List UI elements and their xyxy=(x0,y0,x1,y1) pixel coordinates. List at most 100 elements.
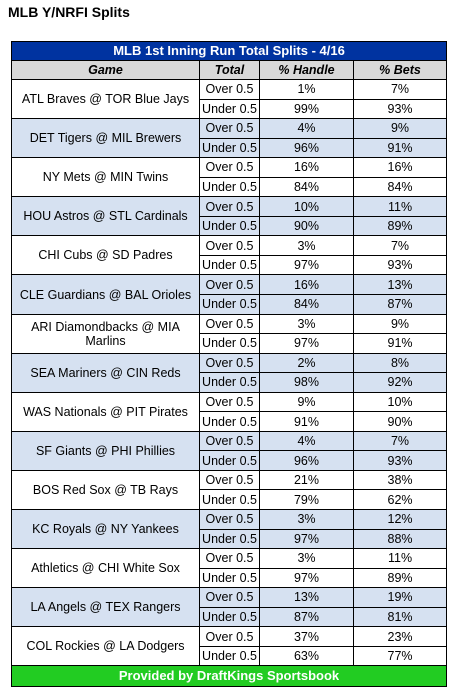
over-handle-cell: 3% xyxy=(259,509,354,530)
table-row: WAS Nationals @ PIT Pirates Over 0.5 9% 10% xyxy=(11,391,448,432)
game-cell: BOS Red Sox @ TB Rays xyxy=(11,469,200,511)
splits-table: MLB 1st Inning Run Total Splits - 4/16 G… xyxy=(10,41,448,688)
game-cell: ATL Braves @ TOR Blue Jays xyxy=(11,78,200,120)
under-total-cell: Under 0.5 xyxy=(199,606,260,628)
table-row: COL Rockies @ LA Dodgers Over 0.5 37% 23% xyxy=(11,626,448,667)
under-handle-cell: 97% xyxy=(259,333,354,354)
over-total-cell: Over 0.5 xyxy=(199,313,260,335)
table-row: Under 0.5 87% 81% xyxy=(12,606,448,628)
under-total-cell: Under 0.5 xyxy=(199,645,260,667)
over-bets-cell: 19% xyxy=(352,587,448,608)
table-title: MLB 1st Inning Run Total Splits - 4/16 xyxy=(10,41,448,61)
table-row: DET Tigers @ MIL Brewers Over 0.5 4% 9% xyxy=(11,118,448,159)
over-bets-cell: 7% xyxy=(352,235,448,256)
over-handle-cell: 13% xyxy=(259,587,354,608)
over-bets-cell: 10% xyxy=(352,391,448,413)
under-handle-cell: 97% xyxy=(259,528,354,550)
under-bets-cell: 92% xyxy=(352,372,448,393)
table-row: Under 0.5 97% 88% xyxy=(12,528,448,550)
over-handle-cell: 4% xyxy=(259,430,354,452)
over-total-cell: Over 0.5 xyxy=(199,626,260,647)
over-bets-cell: 23% xyxy=(352,626,448,647)
over-bets-cell: 16% xyxy=(352,157,448,178)
under-bets-cell: 77% xyxy=(352,645,448,667)
table-row: Athletics @ CHI White Sox Over 0.5 3% 11% xyxy=(11,548,448,589)
table-row: Under 0.5 97% 93% xyxy=(12,254,448,276)
over-bets-cell: 38% xyxy=(352,469,448,491)
over-bets-cell: 11% xyxy=(352,548,448,569)
footer-credit: Provided by DraftKings Sportsbook xyxy=(10,665,448,688)
under-bets-cell: 89% xyxy=(352,567,448,589)
under-total-cell: Under 0.5 xyxy=(199,567,260,589)
over-bets-cell: 12% xyxy=(352,509,448,530)
over-handle-cell: 4% xyxy=(259,118,354,139)
table-body: ATL Braves @ TOR Blue Jays Over 0.5 1% 7% Un… xyxy=(11,78,448,667)
table-row: LA Angels @ TEX Rangers Over 0.5 13% 19% xyxy=(11,587,448,628)
under-total-cell: Under 0.5 xyxy=(199,137,260,159)
game-cell: ARI Diamondbacks @ MIA Marlins xyxy=(11,313,200,354)
game-cell: SF Giants @ PHI Phillies xyxy=(11,430,200,471)
under-bets-cell: 93% xyxy=(352,98,448,120)
table-row: Under 0.5 79% 62% xyxy=(12,489,448,511)
under-bets-cell: 93% xyxy=(352,254,448,276)
under-total-cell: Under 0.5 xyxy=(199,489,260,511)
over-handle-cell: 1% xyxy=(259,79,354,100)
under-total-cell: Under 0.5 xyxy=(199,333,260,354)
table-row: Under 0.5 97% 89% xyxy=(12,567,448,589)
under-handle-cell: 87% xyxy=(259,606,354,628)
under-bets-cell: 87% xyxy=(352,294,448,315)
table-row: Under 0.5 84% 84% xyxy=(12,176,448,198)
under-total-cell: Under 0.5 xyxy=(199,411,260,432)
over-total-cell: Over 0.5 xyxy=(199,509,260,530)
under-bets-cell: 90% xyxy=(352,411,448,432)
over-total-cell: Over 0.5 xyxy=(199,196,260,217)
game-cell: HOU Astros @ STL Cardinals xyxy=(11,196,200,237)
column-header-handle: % Handle xyxy=(259,60,354,80)
over-handle-cell: 37% xyxy=(259,626,354,647)
over-bets-cell: 11% xyxy=(352,196,448,217)
under-bets-cell: 91% xyxy=(352,333,448,354)
table-row: ATL Braves @ TOR Blue Jays Over 0.5 1% 7% xyxy=(11,78,448,120)
game-cell: COL Rockies @ LA Dodgers xyxy=(11,626,200,667)
game-cell: KC Royals @ NY Yankees xyxy=(11,509,200,550)
over-total-cell: Over 0.5 xyxy=(199,118,260,139)
game-cell: LA Angels @ TEX Rangers xyxy=(11,587,200,628)
over-bets-cell: 7% xyxy=(352,79,448,100)
under-bets-cell: 88% xyxy=(352,528,448,550)
under-handle-cell: 90% xyxy=(259,215,354,237)
table-row: Under 0.5 98% 92% xyxy=(12,372,448,393)
under-handle-cell: 91% xyxy=(259,411,354,432)
table-row: HOU Astros @ STL Cardinals Over 0.5 10% 11% xyxy=(11,196,448,237)
under-handle-cell: 79% xyxy=(259,489,354,511)
over-handle-cell: 16% xyxy=(259,157,354,178)
over-total-cell: Over 0.5 xyxy=(199,548,260,569)
under-bets-cell: 81% xyxy=(352,606,448,628)
over-handle-cell: 10% xyxy=(259,196,354,217)
under-total-cell: Under 0.5 xyxy=(199,215,260,237)
table-row: Under 0.5 84% 87% xyxy=(12,294,448,315)
under-handle-cell: 63% xyxy=(259,645,354,667)
column-header-row: Game Total % Handle % Bets xyxy=(11,60,448,80)
under-total-cell: Under 0.5 xyxy=(199,294,260,315)
over-total-cell: Over 0.5 xyxy=(199,430,260,452)
column-header-bets: % Bets xyxy=(352,60,448,80)
footer-row: Provided by DraftKings Sportsbook xyxy=(10,665,448,688)
over-total-cell: Over 0.5 xyxy=(199,79,260,100)
over-total-cell: Over 0.5 xyxy=(199,587,260,608)
under-bets-cell: 93% xyxy=(352,450,448,471)
over-total-cell: Over 0.5 xyxy=(199,469,260,491)
under-handle-cell: 98% xyxy=(259,372,354,393)
under-total-cell: Under 0.5 xyxy=(199,372,260,393)
under-handle-cell: 99% xyxy=(259,98,354,120)
game-cell: NY Mets @ MIN Twins xyxy=(11,157,200,198)
over-total-cell: Over 0.5 xyxy=(199,352,260,374)
over-bets-cell: 9% xyxy=(352,313,448,335)
over-handle-cell: 16% xyxy=(259,274,354,296)
over-handle-cell: 3% xyxy=(259,548,354,569)
over-bets-cell: 9% xyxy=(352,118,448,139)
under-bets-cell: 84% xyxy=(352,176,448,198)
under-total-cell: Under 0.5 xyxy=(199,528,260,550)
game-cell: CLE Guardians @ BAL Orioles xyxy=(11,274,200,315)
table-row: SEA Mariners @ CIN Reds Over 0.5 2% 8% xyxy=(11,352,448,393)
table-row: CLE Guardians @ BAL Orioles Over 0.5 16% 13… xyxy=(11,274,448,315)
